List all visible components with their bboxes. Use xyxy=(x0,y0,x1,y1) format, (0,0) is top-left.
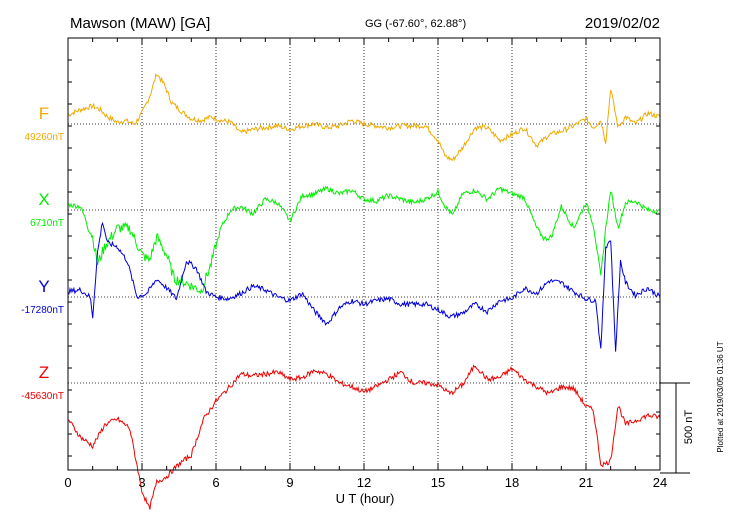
x-tick-label: 24 xyxy=(653,475,667,490)
series-line-f xyxy=(67,72,661,162)
series-baseline-y: -17280nT xyxy=(21,305,64,316)
plot-frame: 0 3 6 9 12 15 18 21 24 xyxy=(64,37,690,490)
x-tick-label: 9 xyxy=(286,475,293,490)
coordinates-label: GG (-67.60°, 62.88°) xyxy=(365,18,466,30)
series-baseline-f: 49260nT xyxy=(25,132,64,143)
series-labels: F 49260nT X 6710nT Y -17280nT Z -45630nT xyxy=(21,104,64,402)
date-label: 2019/02/02 xyxy=(585,15,660,32)
series-name-z: Z xyxy=(39,363,49,382)
series-name-y: Y xyxy=(38,277,49,296)
x-tick-label: 15 xyxy=(431,475,445,490)
series-line-y xyxy=(67,221,661,352)
x-tick-label: 18 xyxy=(505,475,519,490)
series-baseline-z: -45630nT xyxy=(21,391,64,402)
x-tick-label: 12 xyxy=(357,475,371,490)
x-tick-label: 21 xyxy=(579,475,593,490)
plotted-timestamp: Plotted at 2019/03/05 01:36 UT xyxy=(716,341,725,452)
series-name-f: F xyxy=(39,104,49,123)
series-line-z xyxy=(67,364,661,510)
series-lines xyxy=(67,72,661,510)
x-tick-label: 6 xyxy=(212,475,219,490)
scale-bar-label: 500 nT xyxy=(683,410,695,445)
series-line-x xyxy=(67,185,661,295)
series-name-x: X xyxy=(38,190,49,209)
series-baseline-x: 6710nT xyxy=(30,218,64,229)
x-tick-label: 0 xyxy=(64,475,71,490)
x-axis-title: U T (hour) xyxy=(336,491,395,506)
station-title: Mawson (MAW) [GA] xyxy=(70,15,210,32)
grid-lines xyxy=(68,38,660,470)
x-tick-label: 3 xyxy=(138,475,145,490)
